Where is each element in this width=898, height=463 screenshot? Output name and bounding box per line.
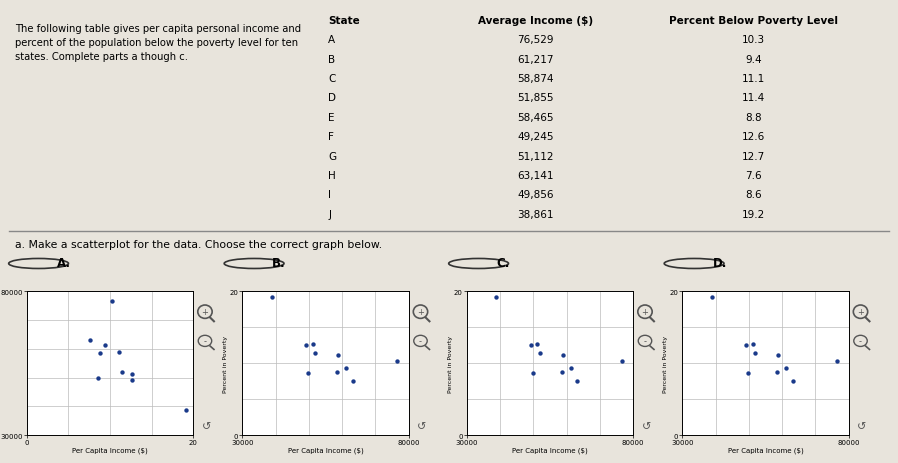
- Point: [114, 369, 128, 376]
- Point: [390, 357, 404, 365]
- Text: 61,217: 61,217: [517, 55, 553, 64]
- Text: 49,856: 49,856: [517, 190, 553, 200]
- Text: 12.6: 12.6: [742, 132, 765, 142]
- Point: [308, 350, 322, 357]
- X-axis label: Per Capita Income ($): Per Capita Income ($): [512, 447, 588, 453]
- Text: +: +: [417, 307, 424, 316]
- Point: [331, 352, 346, 359]
- Point: [779, 364, 794, 371]
- Text: ↺: ↺: [641, 421, 651, 432]
- Point: [564, 364, 578, 371]
- X-axis label: Per Capita Income ($): Per Capita Income ($): [727, 447, 804, 453]
- Point: [125, 371, 139, 378]
- Text: 12.7: 12.7: [742, 151, 765, 161]
- Text: 10.3: 10.3: [742, 35, 765, 45]
- Text: 51,855: 51,855: [517, 93, 553, 103]
- Text: 76,529: 76,529: [517, 35, 553, 45]
- Point: [301, 370, 315, 377]
- Point: [770, 369, 784, 376]
- Point: [112, 349, 127, 356]
- Text: 51,112: 51,112: [517, 151, 553, 161]
- X-axis label: Per Capita Income ($): Per Capita Income ($): [287, 447, 364, 453]
- Point: [556, 352, 570, 359]
- Text: 58,465: 58,465: [517, 113, 553, 123]
- X-axis label: Per Capita Income ($): Per Capita Income ($): [72, 447, 148, 453]
- Text: Percent Below Poverty Level: Percent Below Poverty Level: [669, 16, 838, 26]
- Point: [489, 294, 504, 301]
- Text: 9.4: 9.4: [745, 55, 762, 64]
- Y-axis label: Percent in Poverty: Percent in Poverty: [447, 335, 453, 392]
- Text: G: G: [329, 151, 337, 161]
- Text: 7.6: 7.6: [745, 170, 762, 181]
- Point: [346, 377, 360, 384]
- Text: 11.1: 11.1: [742, 74, 765, 84]
- Y-axis label: Percent in Poverty: Percent in Poverty: [663, 335, 668, 392]
- Text: J: J: [329, 209, 331, 219]
- Point: [305, 340, 320, 348]
- Point: [745, 340, 760, 348]
- Text: A.: A.: [57, 257, 71, 270]
- Point: [739, 341, 753, 349]
- Text: D: D: [329, 93, 337, 103]
- Point: [786, 377, 800, 384]
- Point: [125, 376, 139, 384]
- Text: -: -: [644, 336, 647, 345]
- Text: 58,874: 58,874: [517, 74, 553, 84]
- Text: 63,141: 63,141: [517, 170, 553, 181]
- Text: ↺: ↺: [857, 421, 867, 432]
- Point: [524, 341, 538, 349]
- Text: ↺: ↺: [201, 421, 211, 432]
- Point: [83, 337, 97, 344]
- Point: [339, 364, 354, 371]
- Point: [614, 357, 629, 365]
- Point: [771, 352, 786, 359]
- Text: 49,245: 49,245: [517, 132, 553, 142]
- Text: 8.8: 8.8: [745, 113, 762, 123]
- Point: [533, 350, 547, 357]
- Point: [830, 357, 844, 365]
- Text: C: C: [329, 74, 336, 84]
- Text: The following table gives per capita personal income and
percent of the populati: The following table gives per capita per…: [15, 24, 301, 62]
- Point: [748, 350, 762, 357]
- Text: F: F: [329, 132, 334, 142]
- Point: [265, 294, 279, 301]
- Text: -: -: [419, 336, 422, 345]
- Point: [330, 369, 344, 376]
- Point: [741, 370, 755, 377]
- Point: [180, 406, 194, 413]
- Text: State: State: [329, 16, 360, 26]
- Point: [299, 341, 313, 349]
- Text: E: E: [329, 113, 335, 123]
- Point: [530, 340, 544, 348]
- Text: 38,861: 38,861: [517, 209, 553, 219]
- Text: Average Income ($): Average Income ($): [478, 16, 593, 26]
- Text: -: -: [859, 336, 862, 345]
- Text: C.: C.: [497, 257, 510, 270]
- Text: 19.2: 19.2: [742, 209, 765, 219]
- Text: B: B: [329, 55, 336, 64]
- Text: +: +: [201, 307, 208, 316]
- Text: D.: D.: [712, 257, 726, 270]
- Text: I: I: [329, 190, 331, 200]
- Text: +: +: [857, 307, 864, 316]
- Point: [98, 342, 112, 349]
- Point: [554, 369, 568, 376]
- Text: +: +: [641, 307, 648, 316]
- Point: [570, 377, 585, 384]
- Text: A: A: [329, 35, 336, 45]
- Point: [705, 294, 719, 301]
- Text: 11.4: 11.4: [742, 93, 765, 103]
- Point: [92, 350, 107, 357]
- Text: -: -: [204, 336, 207, 345]
- Text: a. Make a scatterplot for the data. Choose the correct graph below.: a. Make a scatterplot for the data. Choo…: [15, 239, 383, 250]
- Y-axis label: Percent in Poverty: Percent in Poverty: [223, 335, 228, 392]
- Text: ↺: ↺: [417, 421, 427, 432]
- Text: H: H: [329, 170, 336, 181]
- Point: [525, 370, 540, 377]
- Text: 8.6: 8.6: [745, 190, 762, 200]
- Point: [105, 298, 119, 306]
- Point: [92, 375, 106, 382]
- Text: B.: B.: [272, 257, 286, 270]
